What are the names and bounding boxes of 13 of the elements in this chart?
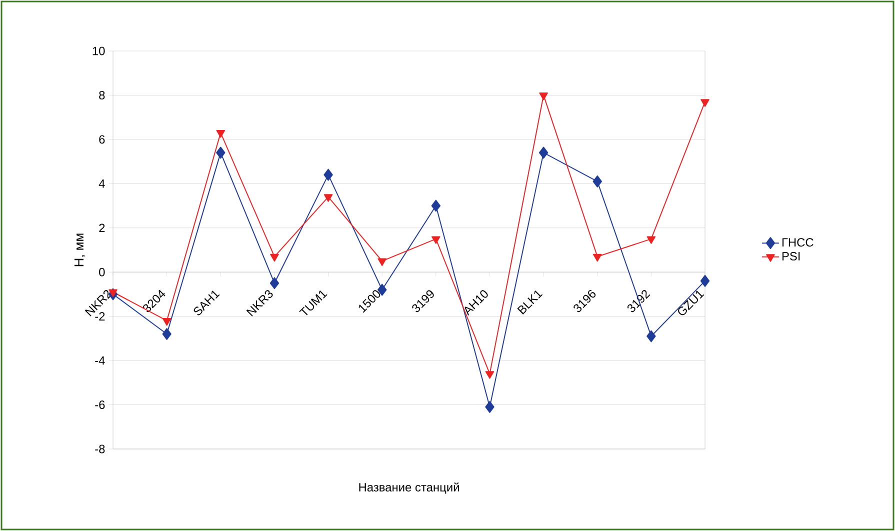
- y-tick-label: -4: [95, 356, 105, 365]
- legend-label: PSI: [782, 252, 800, 260]
- y-tick-label: -8: [95, 444, 105, 454]
- y-tick-label: 6: [99, 135, 105, 144]
- y-tick-label: -6: [95, 400, 105, 409]
- y-axis-title: Н, мм: [74, 234, 86, 266]
- y-tick-label: 4: [98, 180, 105, 188]
- x-axis-title: Название станций: [359, 482, 459, 494]
- y-tick-label: 10: [92, 46, 105, 56]
- legend-label: ГНСС: [782, 238, 814, 247]
- y-tick-label: 8: [99, 90, 105, 100]
- y-tick-label: 0: [99, 268, 105, 276]
- y-tick-label: 2: [99, 224, 105, 232]
